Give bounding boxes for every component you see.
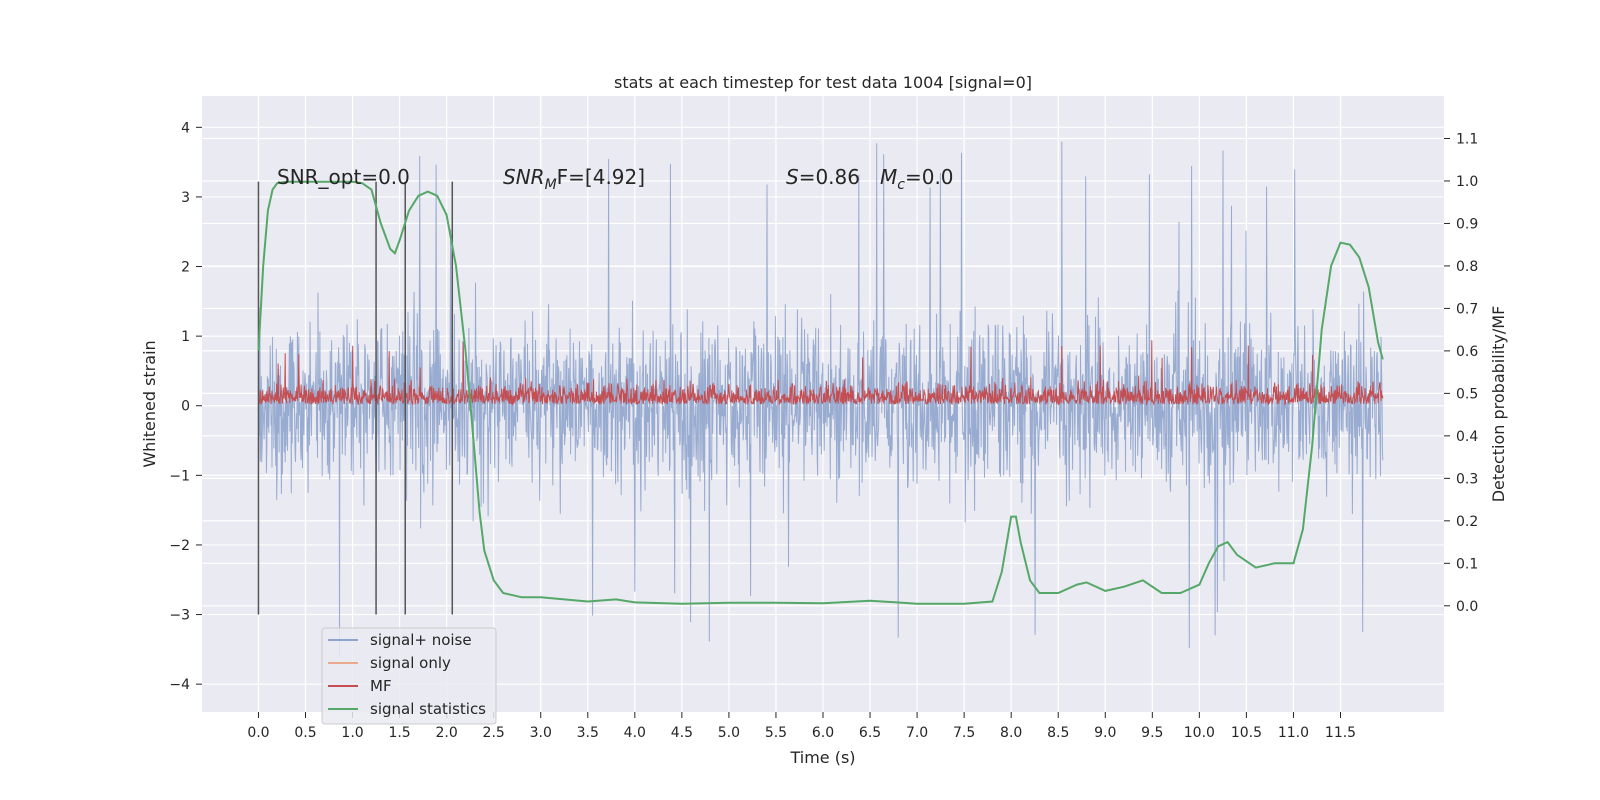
x-tick-label: 0.5	[294, 725, 316, 741]
legend-box	[321, 627, 497, 725]
x-tick-label: 5.0	[718, 725, 740, 741]
x-tick-label: 8.0	[1000, 725, 1022, 741]
y-tick-label: −2	[169, 538, 190, 554]
series-mf-line	[258, 340, 1384, 407]
x-axis-label: Time (s)	[789, 748, 855, 767]
y-tick-label: 1	[181, 329, 190, 345]
snr-mf-subscript: M	[545, 177, 557, 193]
mc-rest: =0.0	[905, 165, 954, 189]
y-right-axis-label: Detection probability/MF	[1489, 306, 1508, 503]
y-right-tick-label: 0.7	[1456, 301, 1478, 317]
y-right-tick-label: 0.1	[1456, 556, 1478, 572]
legend-label-signal-statistics: signal statistics	[370, 700, 486, 718]
x-tick-label: 11.0	[1278, 725, 1309, 741]
y-right-tick-label: 0.2	[1456, 514, 1478, 530]
x-tick-label: 6.0	[812, 725, 834, 741]
x-tick-label: 0.0	[247, 725, 269, 741]
x-tick-label: 1.0	[341, 725, 363, 741]
y-right-tick-label: 0.0	[1456, 599, 1478, 615]
legend: signal+ noise signal only MF signal stat…	[321, 627, 497, 725]
y-right-tick-label: 0.9	[1456, 216, 1478, 232]
x-tick-label: 9.0	[1094, 725, 1116, 741]
y-tick-label: 4	[181, 120, 190, 136]
x-tick-label: 9.5	[1141, 725, 1163, 741]
y-right-tick-label: 0.4	[1456, 429, 1478, 445]
x-tick-label: 4.0	[624, 725, 646, 741]
snr-mf-rest: F=[4.92]	[557, 165, 645, 189]
annotation-snr-opt: SNR_opt=0.0	[277, 165, 410, 189]
s-rest: =0.86	[799, 165, 860, 189]
chart-title: stats at each timestep for test data 100…	[614, 73, 1032, 92]
series-signal-statistics-line	[257, 180, 1384, 605]
y-right-tick-label: 0.5	[1456, 386, 1478, 402]
x-tick-label: 11.5	[1325, 725, 1356, 741]
x-tick-label: 2.0	[436, 725, 458, 741]
y-tick-label: 2	[181, 260, 190, 276]
legend-label-mf: MF	[370, 677, 392, 695]
y-right-tick-label: 0.6	[1456, 344, 1478, 360]
x-tick-label: 5.5	[765, 725, 787, 741]
x-tick-label: 4.5	[671, 725, 693, 741]
x-tick-label: 7.0	[906, 725, 928, 741]
x-tick-label: 3.0	[530, 725, 552, 741]
mc-symbol: M	[880, 165, 897, 189]
y-tick-label: 0	[181, 399, 190, 415]
y-right-tick-label: 0.8	[1456, 259, 1478, 275]
x-tick-label: 3.5	[577, 725, 599, 741]
x-tick-label: 10.0	[1184, 725, 1215, 741]
svg-text:S=0.86: S=0.86	[786, 165, 860, 189]
axis-layer: 0.0 0.5 1.0 1.5 2.0 2.5 3.0 3.5 4.0 4.5 5.0 5.5 6.0 6…	[169, 120, 1478, 741]
x-tick-label: 7.5	[953, 725, 975, 741]
s-symbol: S	[786, 165, 799, 189]
snr-mf-symbol: SNR	[503, 165, 545, 189]
y-right-tick-label: 0.3	[1456, 471, 1478, 487]
series-signal-noise-line	[258, 141, 1384, 657]
y-tick-label: 3	[181, 190, 190, 206]
x-tick-label: 10.5	[1231, 725, 1262, 741]
y-tick-label: −1	[169, 468, 190, 484]
mc-subscript: c	[897, 177, 905, 193]
x-tick-label: 8.5	[1047, 725, 1069, 741]
y-right-tick-label: 1.1	[1456, 131, 1478, 147]
svg-text:Mc=0.0: Mc=0.0	[880, 165, 954, 193]
legend-label-signal-noise: signal+ noise	[370, 631, 472, 649]
annotation-snr-mf: SNRMF=[4.92]	[503, 165, 645, 193]
y-axis-label: Whitened strain	[140, 340, 159, 467]
legend-label-signal-only: signal only	[370, 654, 451, 672]
y-tick-label: −4	[169, 677, 190, 693]
snr-opt-text: SNR_opt=0.0	[277, 165, 410, 189]
x-tick-label: 1.5	[388, 725, 410, 741]
y-tick-label: −3	[169, 608, 190, 624]
y-right-tick-label: 1.0	[1456, 174, 1478, 190]
annotation-s-mc: S=0.86 Mc=0.0	[786, 165, 954, 193]
x-tick-label: 2.5	[483, 725, 505, 741]
data-layer	[257, 141, 1384, 657]
x-tick-label: 6.5	[859, 725, 881, 741]
svg-text:SNRMF=[4.92]: SNRMF=[4.92]	[503, 165, 645, 193]
